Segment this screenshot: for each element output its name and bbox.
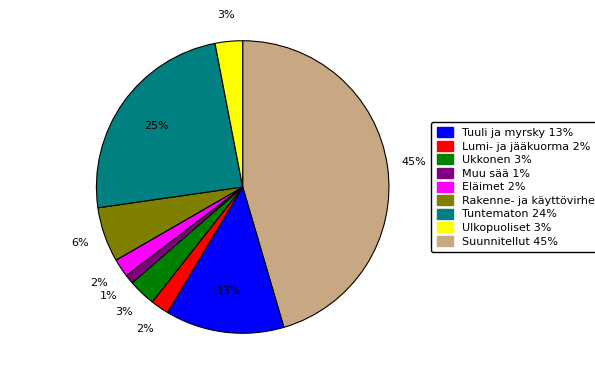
Wedge shape bbox=[152, 187, 243, 313]
Text: 45%: 45% bbox=[401, 157, 426, 168]
Wedge shape bbox=[98, 187, 243, 260]
Wedge shape bbox=[126, 187, 243, 283]
Text: 2%: 2% bbox=[136, 324, 154, 334]
Text: 6%: 6% bbox=[71, 239, 89, 248]
Wedge shape bbox=[215, 41, 243, 187]
Text: 25%: 25% bbox=[145, 121, 169, 131]
Wedge shape bbox=[96, 43, 243, 208]
Wedge shape bbox=[168, 187, 284, 333]
Text: 1%: 1% bbox=[100, 291, 118, 301]
Text: 3%: 3% bbox=[217, 10, 235, 20]
Text: 2%: 2% bbox=[90, 278, 108, 288]
Wedge shape bbox=[243, 41, 389, 327]
Wedge shape bbox=[132, 187, 243, 302]
Text: 13%: 13% bbox=[217, 286, 242, 297]
Wedge shape bbox=[116, 187, 243, 276]
Legend: Tuuli ja myrsky 13%, Lumi- ja jääkuorma 2%, Ukkonen 3%, Muu sää 1%, Eläimet 2%, : Tuuli ja myrsky 13%, Lumi- ja jääkuorma … bbox=[431, 122, 595, 252]
Text: 3%: 3% bbox=[115, 307, 132, 317]
